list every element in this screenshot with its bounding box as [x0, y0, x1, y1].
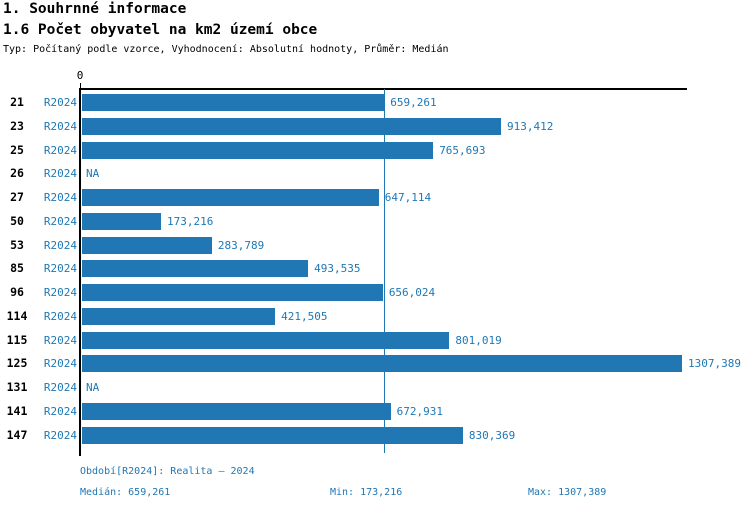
chart-row: 114 R2024 421,505 — [0, 307, 750, 325]
series-run-label: R2024 — [43, 333, 77, 347]
bar-value-label: 801,019 — [455, 333, 502, 347]
series-run-label: R2024 — [43, 404, 77, 418]
value-bar — [81, 307, 276, 325]
median-stat: Medián: 659,261 — [80, 487, 171, 498]
series-run-label: R2024 — [43, 286, 77, 299]
series-run-label: R2024 — [43, 309, 77, 323]
value-bar — [81, 355, 682, 373]
row-category-label: 141 — [6, 403, 28, 418]
value-bar — [81, 212, 162, 230]
row-category-label: 26 — [10, 166, 24, 181]
series-run-label: R2024 — [43, 191, 77, 204]
chart-row: 27 R2024 647,114 — [0, 189, 750, 206]
chart-row: 115 R2024 801,019 — [0, 331, 750, 349]
x-axis-zero-tick — [79, 83, 81, 89]
bar-value-label: 173,216 — [167, 214, 214, 228]
row-category-label: 23 — [10, 118, 24, 133]
row-category-label: 115 — [6, 332, 28, 347]
period-legend: Období[R2024]: Realita – 2024 — [80, 466, 255, 477]
bar-value-label: 659,261 — [390, 96, 437, 109]
chart-row: 26 R2024 NA — [0, 165, 750, 182]
chart-row: 50 R2024 173,216 — [0, 212, 750, 230]
bar-value-label: 283,789 — [217, 238, 265, 252]
row-category-label: 25 — [10, 142, 24, 157]
row-category-label: 53 — [10, 237, 24, 252]
max-stat: Max: 1307,389 — [528, 487, 607, 498]
chart-row: 96 R2024 656,024 — [0, 284, 750, 301]
bar-value-label: 421,505 — [281, 309, 328, 323]
series-run-label: R2024 — [43, 214, 77, 228]
bar-value-label: 647,114 — [384, 191, 432, 204]
series-run-label: R2024 — [43, 428, 77, 442]
series-run-label: R2024 — [43, 96, 77, 109]
report-title: 1. Souhrnné informace — [3, 1, 187, 17]
row-category-label: 131 — [6, 380, 28, 394]
chart-row: 125 R2024 1307,389 — [0, 355, 750, 373]
value-bar — [81, 331, 450, 349]
chart-row: 147 R2024 830,369 — [0, 426, 750, 444]
row-category-label: 125 — [6, 356, 28, 371]
value-bar — [81, 260, 309, 278]
chart-row: 53 R2024 283,789 — [0, 236, 750, 254]
min-stat: Min: 173,216 — [330, 487, 403, 498]
series-run-label: R2024 — [43, 357, 77, 371]
bar-value-label: 913,412 — [507, 119, 554, 133]
series-run-label: R2024 — [43, 381, 77, 394]
y-axis-line — [79, 88, 81, 456]
chart-row: 21 R2024 659,261 — [0, 94, 750, 111]
series-run-label: R2024 — [43, 143, 77, 157]
series-run-label: R2024 — [43, 167, 77, 181]
median-reference-line — [383, 89, 386, 453]
na-label: NA — [86, 381, 100, 394]
indicator-title: 1.6 Počet obyvatel na km2 území obce — [3, 22, 318, 38]
row-category-label: 21 — [10, 95, 24, 109]
bar-value-label: 656,024 — [388, 286, 436, 299]
row-category-label: 85 — [10, 261, 24, 276]
bar-value-label: 672,931 — [396, 404, 443, 418]
x-axis-zero-label: 0 — [76, 69, 84, 82]
row-category-label: 96 — [10, 285, 24, 299]
chart-row: 85 R2024 493,535 — [0, 260, 750, 278]
value-bar — [81, 94, 385, 111]
row-category-label: 27 — [10, 190, 24, 204]
chart-row: 141 R2024 672,931 — [0, 402, 750, 420]
row-category-label: 114 — [6, 308, 28, 323]
value-bar — [81, 141, 434, 159]
series-run-label: R2024 — [43, 119, 77, 133]
bar-value-label: 830,369 — [468, 428, 516, 442]
chart-row: 25 R2024 765,693 — [0, 141, 750, 159]
indicator-subtitle: Typ: Počítaný podle vzorce, Vyhodnocení:… — [3, 44, 449, 55]
row-category-label: 50 — [10, 213, 24, 228]
chart-row: 131 R2024 NA — [0, 379, 750, 396]
bar-value-label: 493,535 — [314, 262, 361, 276]
series-run-label: R2024 — [43, 262, 77, 276]
bar-value-label: 1307,389 — [688, 357, 741, 371]
value-bar — [81, 426, 463, 444]
x-axis-line — [79, 88, 687, 90]
chart-row: 23 R2024 913,412 — [0, 117, 750, 135]
value-bar — [81, 402, 391, 420]
value-bar — [81, 189, 379, 206]
value-bar — [81, 236, 212, 254]
na-label: NA — [86, 167, 100, 181]
value-bar — [81, 284, 383, 301]
bar-value-label: 765,693 — [439, 143, 486, 157]
series-run-label: R2024 — [43, 238, 77, 252]
row-category-label: 147 — [6, 427, 28, 442]
value-bar — [81, 117, 502, 135]
